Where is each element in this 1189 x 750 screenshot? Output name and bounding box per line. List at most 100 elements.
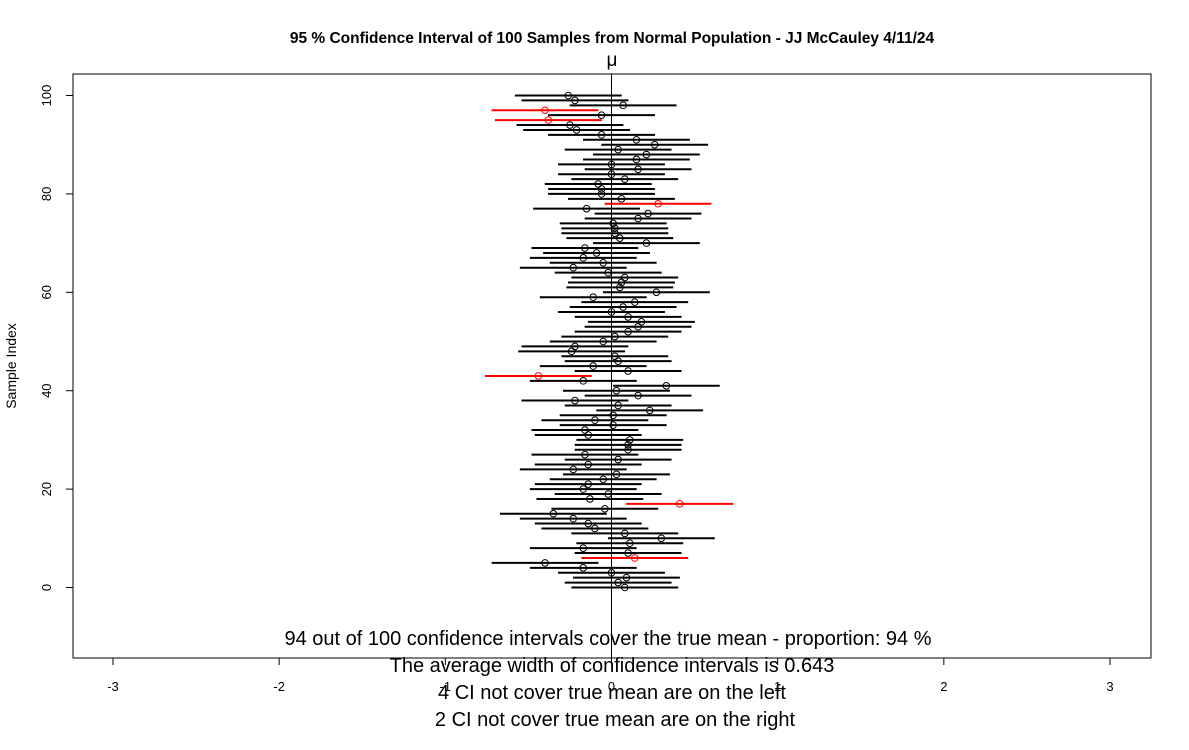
- x-tick-label: 2: [940, 679, 947, 694]
- sample-mean-point: [624, 549, 632, 557]
- sample-mean-point: [644, 209, 652, 218]
- sample-mean-point: [675, 500, 684, 508]
- y-tick-label: 100: [39, 85, 54, 107]
- sample-mean-point: [642, 239, 651, 247]
- sample-mean-point: [624, 445, 632, 454]
- sample-mean-point: [541, 559, 549, 567]
- sample-mean-point: [599, 258, 607, 267]
- sample-mean-point: [620, 175, 629, 183]
- sample-mean-point: [645, 406, 654, 415]
- sample-mean-point: [625, 436, 634, 444]
- sample-mean-point: [599, 337, 607, 346]
- sample-mean-point: [637, 318, 646, 326]
- sample-mean-point: [614, 578, 622, 587]
- sample-mean-point: [597, 190, 606, 198]
- sample-mean-point: [594, 180, 603, 188]
- sample-mean-point: [634, 214, 642, 223]
- sample-mean-point: [591, 416, 599, 425]
- sample-mean-point: [599, 475, 607, 484]
- sample-mean-point: [544, 116, 553, 124]
- summary-line-left: 4 CI not cover true mean are on the left: [438, 682, 786, 704]
- sample-mean-point: [620, 529, 629, 538]
- sample-mean-point: [616, 234, 624, 242]
- x-tick-label: 1: [774, 679, 781, 694]
- sample-mean-point: [614, 455, 622, 464]
- y-tick-label: 40: [39, 383, 54, 397]
- sample-mean-point: [617, 195, 626, 203]
- sample-mean-point: [624, 441, 632, 449]
- sample-mean-point: [609, 421, 617, 429]
- sample-mean-point: [579, 544, 588, 552]
- sample-mean-point: [597, 111, 606, 119]
- sample-mean-point: [569, 514, 578, 523]
- sample-mean-point: [584, 480, 593, 488]
- sample-mean-point: [632, 135, 641, 144]
- sample-mean-point: [620, 273, 629, 282]
- sample-mean-point: [564, 91, 573, 100]
- sample-mean-point: [634, 165, 642, 174]
- sample-mean-point: [625, 539, 634, 548]
- sample-mean-point: [654, 199, 662, 208]
- sample-mean-point: [582, 204, 591, 213]
- summary-text: 94 out of 100 confidence intervals cover…: [284, 628, 931, 731]
- y-tick-label: 80: [39, 187, 54, 201]
- sample-mean-point: [612, 470, 621, 479]
- sample-mean-point: [609, 411, 617, 420]
- x-tick-label: 0: [608, 679, 615, 694]
- sample-mean-point: [624, 367, 632, 375]
- chart-title: 95 % Confidence Interval of 100 Samples …: [290, 30, 935, 47]
- sample-mean-point: [630, 554, 639, 562]
- x-tick-label: -1: [440, 679, 452, 694]
- x-tick-label: -3: [107, 679, 119, 694]
- sample-mean-point: [541, 106, 549, 115]
- interval-layer: [484, 91, 734, 592]
- sample-mean-point: [589, 362, 598, 370]
- sample-mean-point: [620, 583, 629, 592]
- sample-mean-point: [579, 564, 588, 572]
- summary-line-right: 2 CI not cover true mean are on the righ…: [435, 709, 796, 731]
- sample-mean-point: [571, 342, 579, 351]
- x-tick-label: 3: [1106, 679, 1113, 694]
- sample-mean-point: [662, 381, 671, 390]
- sample-mean-point: [622, 573, 631, 582]
- sample-mean-point: [624, 327, 632, 336]
- axes-layer: -3 -2 -1 0 1 2 3 0 20 40 60 80 100: [39, 85, 1114, 694]
- y-tick-label: 60: [39, 285, 54, 299]
- sample-mean-point: [619, 101, 627, 110]
- sample-mean-point: [549, 509, 558, 518]
- sample-mean-point: [632, 155, 641, 164]
- sample-mean-point: [584, 519, 593, 528]
- sample-mean-point: [566, 121, 574, 129]
- sample-mean-point: [589, 293, 598, 302]
- sample-mean-point: [612, 386, 621, 395]
- sample-mean-point: [571, 96, 579, 105]
- sample-mean-point: [584, 460, 593, 469]
- sample-mean-point: [650, 140, 659, 149]
- sample-mean-point: [630, 298, 639, 306]
- sample-mean-point: [597, 131, 606, 139]
- sample-mean-point: [614, 401, 622, 410]
- sample-mean-point: [601, 504, 609, 513]
- sample-mean-point: [571, 396, 579, 405]
- sample-mean-point: [579, 254, 588, 262]
- sample-mean-point: [624, 313, 632, 321]
- x-tick-label: -2: [273, 679, 285, 694]
- sample-mean-point: [634, 391, 642, 400]
- sample-mean-point: [609, 219, 617, 228]
- sample-mean-point: [581, 426, 589, 434]
- sample-mean-point: [581, 244, 589, 252]
- sample-mean-point: [592, 249, 601, 257]
- sample-mean-point: [614, 145, 622, 154]
- sample-mean-point: [619, 303, 627, 311]
- sample-mean-point: [657, 534, 666, 543]
- summary-line-width: The average width of confidence interval…: [390, 655, 835, 677]
- sample-mean-point: [579, 485, 588, 493]
- sample-mean-point: [569, 465, 578, 474]
- y-tick-label: 20: [39, 482, 54, 496]
- sample-mean-point: [591, 524, 599, 533]
- sample-mean-point: [581, 450, 589, 459]
- sample-mean-point: [642, 150, 651, 159]
- true-mean-label: μ: [607, 50, 618, 71]
- y-axis-label: Sample Index: [3, 323, 19, 409]
- sample-mean-point: [579, 377, 588, 385]
